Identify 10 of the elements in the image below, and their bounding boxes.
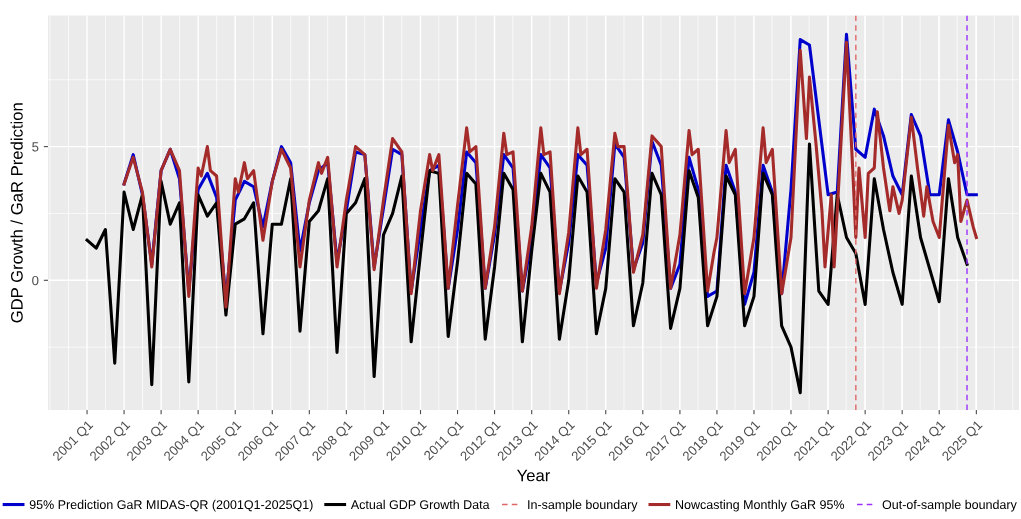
legend-label: In-sample boundary xyxy=(528,499,638,512)
y-tick-label: 5 xyxy=(32,142,39,152)
y-tick-label: 0 xyxy=(32,275,39,286)
y-axis-title: GDP Growth / GaR Prediction xyxy=(10,103,23,323)
x-axis-title: Year xyxy=(517,469,551,482)
legend-label: 95% Prediction GaR MIDAS-QR (2001Q1-2025Q1) xyxy=(29,499,313,512)
legend-label: Out-of-sample boundary xyxy=(882,499,1017,512)
legend-label: Nowcasting Monthly GaR 95% xyxy=(676,499,845,512)
legend-label: Actual GDP Growth Data xyxy=(350,499,490,510)
line-series xyxy=(85,142,969,395)
